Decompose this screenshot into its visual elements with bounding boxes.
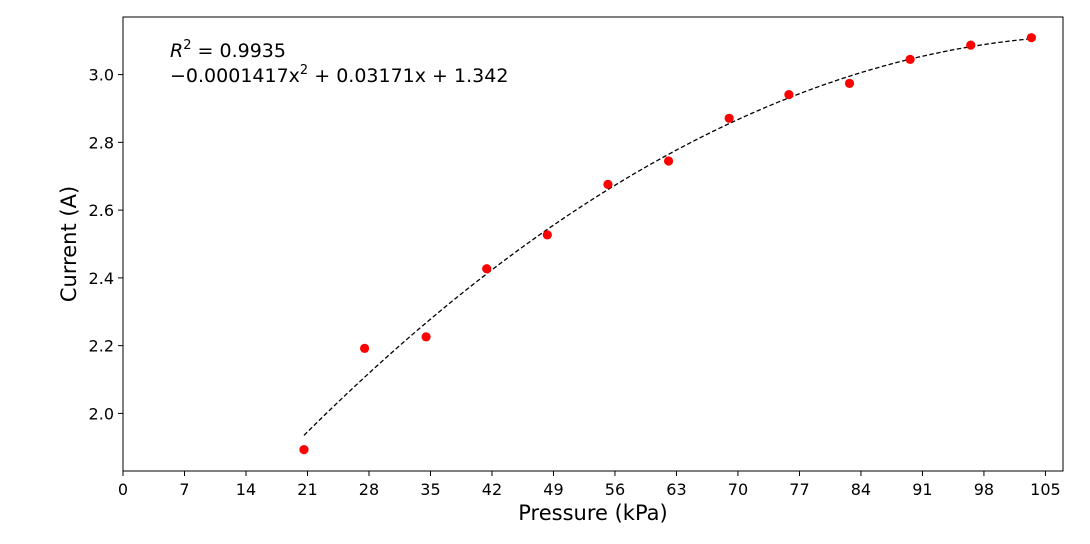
y-axis: 2.0 2.2 2.4 2.6 2.8 3.0 — [89, 66, 123, 423]
y-tick-label: 2.8 — [89, 133, 114, 152]
plot-frame — [122, 16, 1064, 472]
x-tick-label: 70 — [728, 480, 748, 499]
data-point — [482, 264, 492, 274]
fit-equation-part2: + 0.03171x + 1.342 — [308, 65, 508, 87]
data-point — [421, 332, 431, 342]
x-axis: 0 7 14 21 28 35 42 49 56 63 70 77 84 91 98 105 — [118, 471, 1061, 499]
fit-curve — [303, 38, 1032, 436]
x-tick-label: 0 — [118, 480, 128, 499]
x-tick-label: 49 — [543, 480, 563, 499]
x-tick-label: 98 — [974, 480, 994, 499]
r-squared-exponent: 2 — [183, 38, 191, 53]
fit-equation-exponent: 2 — [300, 63, 308, 78]
y-axis-label: Current (A) — [57, 186, 81, 302]
x-tick-label: 28 — [359, 480, 379, 499]
x-tick-label: 105 — [1030, 480, 1061, 499]
x-tick-label: 7 — [179, 480, 189, 499]
x-tick-label: 21 — [297, 480, 317, 499]
x-tick-label: 14 — [236, 480, 256, 499]
x-tick-label: 35 — [420, 480, 440, 499]
x-tick-label: 91 — [912, 480, 932, 499]
fit-equation-annotation: −0.0001417x2 + 0.03171x + 1.342 — [170, 63, 508, 87]
fit-equation-part1: −0.0001417x — [170, 65, 300, 87]
y-tick-label: 2.2 — [89, 337, 114, 356]
r-squared-annotation: R2 = 0.9935 — [170, 38, 286, 62]
y-tick-label: 2.4 — [89, 269, 114, 288]
x-axis-label: Pressure (kPa) — [518, 501, 667, 525]
x-tick-label: 63 — [666, 480, 686, 499]
data-point — [299, 445, 309, 455]
data-point — [603, 179, 613, 189]
x-tick-label: 42 — [482, 480, 502, 499]
data-point — [359, 343, 370, 353]
data-point — [905, 54, 915, 64]
y-tick-label: 2.0 — [89, 404, 114, 423]
r-squared-symbol: R — [170, 40, 183, 62]
data-point — [784, 89, 794, 100]
data-point — [724, 113, 734, 123]
data-point — [663, 156, 674, 166]
data-point — [844, 78, 855, 89]
y-tick-label: 3.0 — [89, 66, 114, 85]
y-tick-label: 2.6 — [89, 201, 114, 220]
data-point — [542, 230, 552, 240]
x-tick-label: 77 — [789, 480, 809, 499]
plot-area — [299, 33, 1036, 455]
r-squared-value: = 0.9935 — [191, 40, 285, 62]
data-point — [1026, 33, 1036, 43]
data-point — [966, 40, 976, 50]
x-tick-label: 84 — [851, 480, 871, 499]
x-tick-label: 56 — [605, 480, 625, 499]
